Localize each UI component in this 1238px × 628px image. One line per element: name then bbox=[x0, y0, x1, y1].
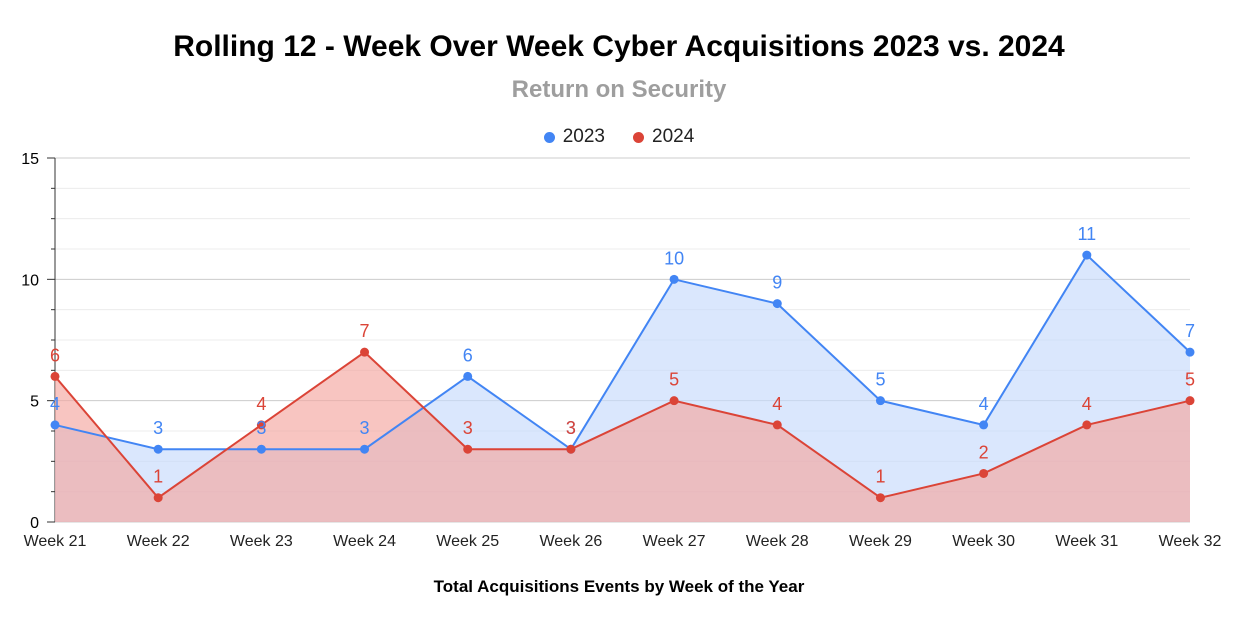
data-label-2023: 5 bbox=[875, 370, 885, 390]
data-point-2023 bbox=[1185, 347, 1195, 357]
x-tick-label: Week 26 bbox=[539, 533, 602, 550]
data-label-2024: 2 bbox=[979, 442, 989, 462]
data-point-2023 bbox=[772, 299, 782, 309]
x-tick-label: Week 30 bbox=[952, 533, 1015, 550]
data-point-2023 bbox=[979, 420, 989, 430]
data-point-2024 bbox=[1082, 420, 1092, 430]
data-point-2024 bbox=[669, 396, 679, 406]
x-tick-label: Week 21 bbox=[24, 533, 87, 550]
legend-item-2023[interactable]: 2023 bbox=[543, 126, 605, 148]
data-label-2023: 7 bbox=[1185, 321, 1195, 341]
x-tick-label: Week 24 bbox=[333, 533, 396, 550]
data-label-2024: 4 bbox=[772, 394, 782, 414]
data-label-2024: 3 bbox=[463, 418, 473, 438]
x-tick-label: Week 23 bbox=[230, 533, 293, 550]
data-label-2024: 3 bbox=[566, 418, 576, 438]
data-point-2024 bbox=[153, 493, 163, 503]
data-point-2023 bbox=[669, 274, 679, 284]
data-point-2023 bbox=[875, 396, 885, 406]
data-label-2023: 3 bbox=[566, 418, 576, 438]
data-label-2024: 5 bbox=[669, 370, 679, 390]
x-tick-label: Week 32 bbox=[1159, 533, 1222, 550]
data-point-2024 bbox=[875, 493, 885, 503]
data-label-2024: 5 bbox=[1185, 370, 1195, 390]
data-label-2023: 4 bbox=[979, 394, 989, 414]
legend-marker-2023 bbox=[543, 131, 555, 143]
data-label-2023: 10 bbox=[664, 248, 684, 268]
data-point-2024 bbox=[566, 444, 576, 454]
series-line-2024 bbox=[54, 350, 1191, 500]
chart-title: Rolling 12 - Week Over Week Cyber Acquis… bbox=[173, 30, 1065, 63]
data-label-2023: 3 bbox=[360, 418, 370, 438]
chart-subtitle: Return on Security bbox=[511, 76, 727, 103]
data-point-2024 bbox=[979, 468, 989, 478]
data-label-2024: 6 bbox=[50, 345, 60, 365]
legend: 2023 2024 bbox=[0, 126, 1238, 148]
y-tick-label: 5 bbox=[30, 394, 39, 411]
series-line-2023 bbox=[54, 253, 1191, 451]
data-point-2024 bbox=[256, 420, 266, 430]
data-label-2023: 6 bbox=[463, 345, 473, 365]
data-label-2024: 4 bbox=[256, 394, 266, 414]
data-point-2023 bbox=[1082, 250, 1092, 260]
y-tick-label: 0 bbox=[30, 515, 39, 532]
legend-label-2024: 2024 bbox=[652, 126, 695, 147]
data-label-2023: 9 bbox=[772, 273, 782, 293]
data-point-2023 bbox=[50, 420, 60, 430]
y-tick-label: 15 bbox=[21, 151, 39, 168]
x-tick-label: Week 27 bbox=[643, 533, 706, 550]
data-point-2024 bbox=[1185, 396, 1195, 406]
x-axis-label: Total Acquisitions Events by Week of the… bbox=[433, 577, 805, 596]
data-point-2023 bbox=[256, 444, 266, 454]
data-label-2024: 1 bbox=[153, 467, 163, 487]
legend-item-2024[interactable]: 2024 bbox=[633, 126, 694, 148]
x-tick-label: Week 22 bbox=[127, 533, 190, 550]
y-tick-label: 10 bbox=[21, 272, 39, 289]
data-label-2023: 11 bbox=[1077, 224, 1096, 244]
data-point-2024 bbox=[463, 444, 473, 454]
data-label-2024: 1 bbox=[875, 467, 885, 487]
x-tick-label: Week 31 bbox=[1055, 533, 1118, 550]
legend-marker-2024 bbox=[633, 131, 644, 143]
area-fill-2024 bbox=[55, 352, 1190, 522]
data-point-2023 bbox=[153, 444, 163, 454]
data-label-2024: 7 bbox=[360, 321, 370, 341]
x-tick-label: Week 28 bbox=[746, 533, 809, 550]
data-label-2023: 3 bbox=[256, 418, 266, 438]
data-point-2024 bbox=[772, 420, 782, 430]
data-point-2024 bbox=[360, 347, 370, 357]
data-label-2023: 3 bbox=[153, 418, 163, 438]
data-label-2023: 4 bbox=[50, 394, 60, 414]
x-tick-label: Week 29 bbox=[849, 533, 912, 550]
data-point-2024 bbox=[50, 371, 60, 381]
data-point-2023 bbox=[360, 444, 370, 454]
legend-label-2023: 2023 bbox=[562, 126, 605, 147]
x-tick-label: Week 25 bbox=[436, 533, 499, 550]
data-point-2023 bbox=[463, 371, 473, 381]
data-label-2024: 4 bbox=[1082, 394, 1092, 414]
